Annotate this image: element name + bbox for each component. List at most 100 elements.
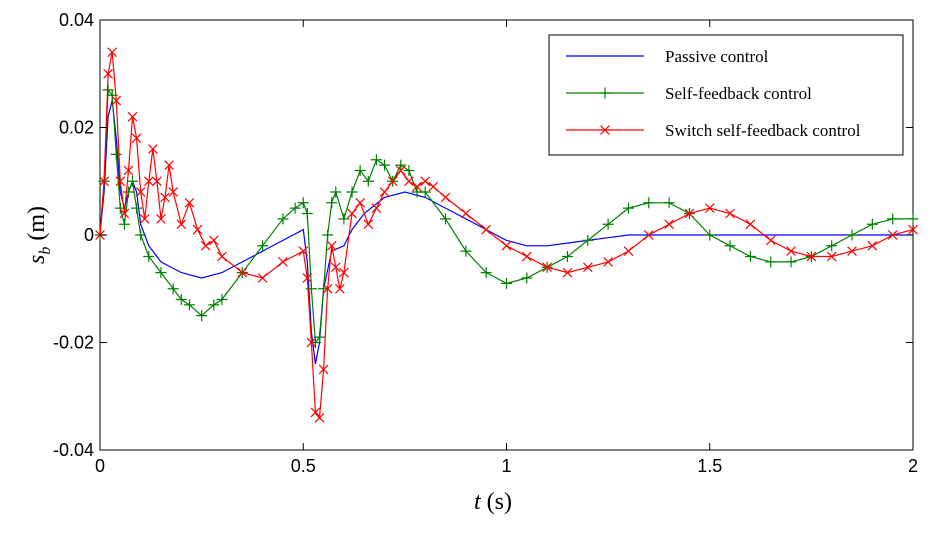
data-point (346, 186, 358, 198)
data-point (318, 364, 329, 375)
data-point (139, 214, 150, 224)
data-point (237, 267, 248, 278)
data-point (363, 219, 374, 230)
y-tick-label: -0.02 (53, 333, 94, 353)
data-point (176, 219, 187, 230)
data-point (887, 230, 898, 240)
data-point (330, 262, 341, 273)
data-point (867, 240, 878, 251)
data-point (322, 283, 333, 294)
data-point (107, 47, 118, 58)
data-point (623, 246, 634, 256)
data-point (103, 68, 113, 79)
y-tick-label: 0.02 (59, 118, 94, 138)
data-point (806, 251, 817, 262)
data-point (216, 294, 228, 305)
data-point (110, 148, 122, 160)
data-point (155, 267, 167, 279)
data-point (704, 229, 716, 241)
data-point (314, 331, 326, 343)
data-point (326, 197, 338, 209)
data-point (412, 181, 422, 192)
data-point (561, 251, 573, 262)
data-point (208, 235, 219, 246)
data-point (119, 208, 130, 219)
data-point (725, 208, 735, 219)
data-point (404, 176, 414, 187)
data-point (160, 192, 170, 203)
data-point (684, 208, 695, 219)
axis-ticks: 0 0.5 1 1.5 2 -0.04 -0.02 0 0.02 0.04 (53, 10, 918, 476)
legend-item-2: Switch self-feedback control (566, 121, 861, 140)
data-point (347, 208, 357, 219)
data-point (310, 407, 321, 418)
data-point (338, 213, 350, 225)
data-point (302, 273, 313, 283)
data-point (562, 267, 573, 278)
data-point (440, 213, 452, 225)
data-point (419, 186, 431, 198)
data-point (355, 197, 365, 208)
data-point (387, 176, 398, 187)
data-point (371, 203, 382, 213)
data-point (164, 160, 174, 170)
data-point (744, 251, 756, 262)
x-tick-label: 0.5 (291, 456, 316, 476)
data-point (521, 272, 533, 284)
data-point (501, 277, 512, 289)
data-point (123, 165, 134, 176)
data-point (200, 240, 211, 251)
data-point (196, 310, 208, 322)
data-point (362, 175, 374, 187)
data-point (765, 256, 777, 268)
y-tick-label: 0 (84, 225, 94, 245)
data-point (379, 159, 391, 171)
data-point (156, 214, 166, 224)
data-point (440, 192, 451, 203)
data-point (379, 187, 390, 197)
data-point (326, 240, 337, 251)
data-point (420, 176, 431, 187)
series-line (99, 52, 914, 420)
x-axis-label: t (s) (474, 489, 512, 515)
data-point (622, 202, 634, 214)
data-point (785, 256, 797, 268)
data-point (306, 337, 317, 348)
legend-item-1: Self-feedback control (566, 84, 812, 103)
data-point (278, 257, 288, 267)
data-point (602, 218, 614, 230)
data-point (122, 186, 134, 198)
data-point (131, 133, 142, 144)
legend-marker (599, 87, 611, 99)
data-point (908, 224, 918, 235)
data-point (322, 229, 334, 241)
data-point (643, 197, 655, 209)
y-tick-label: -0.04 (53, 440, 94, 460)
data-point (118, 218, 130, 230)
data-point (192, 224, 203, 235)
data-point (866, 218, 878, 230)
legend-box (548, 34, 904, 156)
data-point (277, 213, 289, 225)
data-point (152, 176, 162, 187)
data-point (257, 240, 269, 252)
data-point (887, 213, 899, 225)
data-point (143, 251, 155, 262)
data-point (127, 175, 139, 187)
legend-item-0: Passive control (566, 47, 769, 66)
data-point (704, 203, 715, 213)
legend-label: Passive control (665, 47, 769, 66)
data-point (907, 213, 919, 225)
data-point (301, 208, 313, 219)
data-point (481, 224, 491, 235)
data-point (297, 197, 309, 209)
data-point (428, 181, 439, 192)
data-point (643, 230, 654, 240)
data-point (847, 246, 857, 256)
data-point (135, 229, 147, 241)
data-point (208, 299, 220, 311)
data-point (330, 186, 342, 198)
data-point (339, 267, 349, 278)
data-point (664, 219, 674, 230)
